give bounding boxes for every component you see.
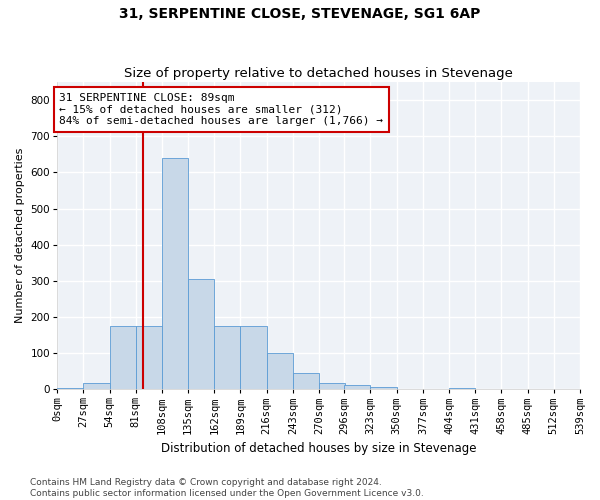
Text: 31, SERPENTINE CLOSE, STEVENAGE, SG1 6AP: 31, SERPENTINE CLOSE, STEVENAGE, SG1 6AP [119, 8, 481, 22]
Y-axis label: Number of detached properties: Number of detached properties [15, 148, 25, 324]
Bar [110, 326, 136, 389]
Bar [370, 388, 397, 389]
Text: 31 SERPENTINE CLOSE: 89sqm
← 15% of detached houses are smaller (312)
84% of sem: 31 SERPENTINE CLOSE: 89sqm ← 15% of deta… [59, 93, 383, 126]
Bar [188, 279, 214, 389]
Bar [319, 382, 345, 389]
Bar [241, 326, 266, 389]
Bar [293, 373, 319, 389]
Bar [449, 388, 475, 389]
Bar [344, 385, 370, 389]
Bar [266, 353, 293, 389]
Bar [162, 158, 188, 389]
Text: Contains HM Land Registry data © Crown copyright and database right 2024.
Contai: Contains HM Land Registry data © Crown c… [30, 478, 424, 498]
Bar [57, 388, 83, 389]
Bar [214, 326, 241, 389]
Bar [136, 326, 162, 389]
Bar [83, 382, 110, 389]
X-axis label: Distribution of detached houses by size in Stevenage: Distribution of detached houses by size … [161, 442, 476, 455]
Title: Size of property relative to detached houses in Stevenage: Size of property relative to detached ho… [124, 66, 513, 80]
